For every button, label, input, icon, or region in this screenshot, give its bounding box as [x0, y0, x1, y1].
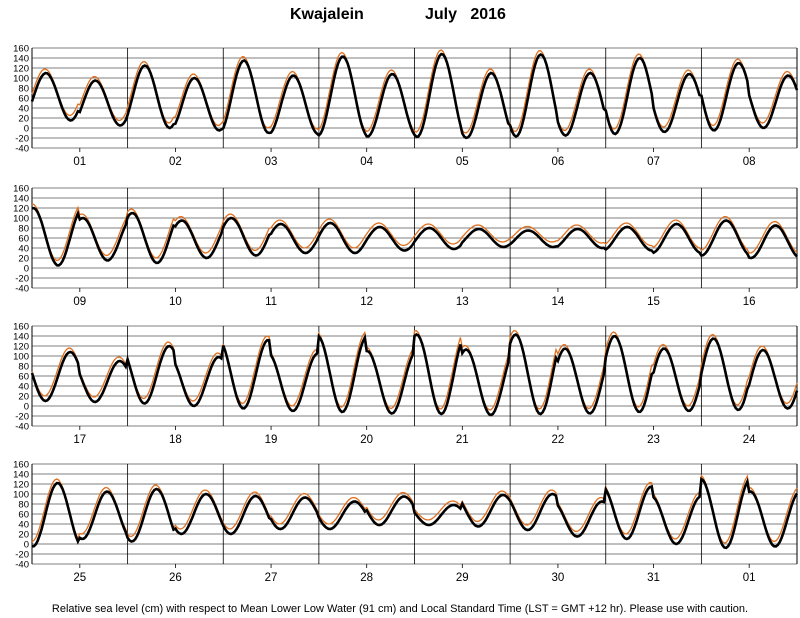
y-tick-label: -20: [15, 133, 29, 144]
y-tick-label: 20: [18, 253, 29, 264]
y-tick-label: 100: [13, 73, 29, 84]
day-label: 20: [360, 434, 373, 446]
day-label: 26: [169, 572, 182, 584]
observed-tide-line: [31, 476, 799, 550]
y-tick-label: 40: [18, 381, 29, 392]
y-tick-label: 140: [13, 469, 29, 480]
day-label: 11: [265, 296, 277, 308]
day-label: 13: [456, 296, 469, 308]
y-tick-label: 140: [13, 193, 29, 204]
y-tick-label: 100: [13, 489, 29, 500]
observed-tide-line: [30, 52, 799, 140]
y-tick-label: 0: [24, 539, 29, 550]
day-label: 21: [456, 434, 469, 446]
day-label: 28: [360, 572, 373, 584]
y-tick-label: 0: [24, 263, 29, 274]
day-label: 06: [552, 156, 565, 168]
y-tick-label: 80: [18, 499, 29, 510]
y-tick-label: 60: [18, 371, 29, 382]
day-label: 10: [169, 296, 182, 308]
day-label: 17: [73, 434, 86, 446]
y-tick-label: -20: [15, 273, 29, 284]
day-label: 01: [743, 572, 756, 584]
day-label: 12: [360, 296, 373, 308]
y-tick-label: 0: [24, 401, 29, 412]
y-tick-label: 120: [13, 203, 29, 214]
day-label: 08: [743, 156, 756, 168]
day-label: 31: [647, 572, 660, 584]
y-tick-label: 20: [18, 113, 29, 124]
y-tick-label: 40: [18, 243, 29, 254]
day-label: 18: [169, 434, 182, 446]
y-tick-label: 100: [13, 213, 29, 224]
y-tick-label: -40: [15, 559, 29, 570]
day-label: 22: [552, 434, 565, 446]
y-tick-label: 60: [18, 233, 29, 244]
day-label: 03: [265, 156, 278, 168]
day-label: 19: [265, 434, 278, 446]
predicted-tide-line: [31, 203, 798, 262]
day-label: 02: [169, 156, 182, 168]
day-label: 09: [73, 296, 86, 308]
y-tick-label: 160: [13, 459, 29, 470]
day-label: 30: [552, 572, 565, 584]
chart-title-station: Kwajalein: [290, 6, 364, 23]
y-tick-label: 100: [13, 351, 29, 362]
day-label: 15: [647, 296, 660, 308]
y-tick-label: 160: [13, 183, 29, 194]
y-tick-label: 40: [18, 519, 29, 530]
y-tick-label: 120: [13, 63, 29, 74]
y-tick-label: 80: [18, 83, 29, 94]
day-label: 04: [360, 156, 373, 168]
y-tick-label: 60: [18, 509, 29, 520]
day-label: 16: [743, 296, 756, 308]
day-label: 23: [647, 434, 660, 446]
y-tick-label: 60: [18, 93, 29, 104]
y-tick-label: 80: [18, 361, 29, 372]
day-label: 14: [552, 296, 565, 308]
y-tick-label: 140: [13, 53, 29, 64]
day-label: 24: [743, 434, 756, 446]
y-tick-label: 0: [24, 123, 29, 134]
y-tick-label: -40: [15, 421, 29, 432]
y-tick-label: -40: [15, 143, 29, 154]
y-tick-label: -40: [15, 283, 29, 294]
y-tick-label: 20: [18, 529, 29, 540]
day-label: 05: [456, 156, 469, 168]
y-tick-label: 40: [18, 103, 29, 114]
day-label: 07: [647, 156, 660, 168]
y-tick-label: 20: [18, 391, 29, 402]
y-tick-label: -20: [15, 549, 29, 560]
observed-tide-line: [31, 206, 798, 267]
y-tick-label: 160: [13, 321, 29, 332]
footnote: Relative sea level (cm) with respect to …: [52, 603, 748, 615]
day-label: 27: [265, 572, 278, 584]
y-tick-label: 160: [13, 43, 29, 54]
chart-title-month: July 2016: [425, 6, 506, 23]
y-tick-label: 120: [13, 341, 29, 352]
day-label: 25: [73, 572, 86, 584]
observed-tide-line: [30, 332, 799, 417]
day-label: 29: [456, 572, 469, 584]
y-tick-label: 140: [13, 331, 29, 342]
y-tick-label: 80: [18, 223, 29, 234]
y-tick-label: -20: [15, 411, 29, 422]
y-tick-label: 120: [13, 479, 29, 490]
day-label: 01: [73, 156, 86, 168]
